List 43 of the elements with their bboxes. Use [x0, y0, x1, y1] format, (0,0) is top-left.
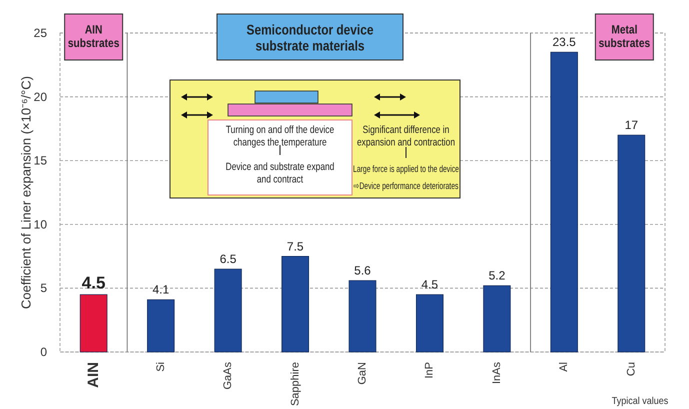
annotation: Turning on and off the device changes the temperature: [226, 124, 334, 149]
annotation: AIN substrates: [68, 24, 120, 50]
bar: [80, 294, 108, 352]
bar: [416, 294, 444, 352]
bar: [282, 256, 310, 352]
x-tick-label: Cu: [625, 362, 638, 376]
x-tick-label: GaAs: [222, 362, 234, 390]
data-label: 17: [624, 118, 638, 132]
y-tick-label: 20: [34, 90, 48, 104]
bar: [550, 52, 578, 352]
text: Typical values: [612, 396, 668, 408]
bar: [214, 268, 242, 352]
bar: [483, 285, 511, 352]
annotation: Device and substrate expand and contract: [226, 161, 334, 186]
x-tick-label: Si: [154, 362, 167, 372]
y-axis-title: Coefficient of Liner expansion (×10⁻⁶/°C): [18, 76, 34, 309]
data-label: 5.6: [354, 264, 372, 278]
x-tick-label: InAs: [490, 362, 503, 384]
bar: [147, 299, 175, 352]
data-label: 23.5: [552, 35, 576, 50]
y-tick-label: 5: [40, 281, 48, 296]
y-tick-label: 25: [34, 26, 48, 40]
annotation: ⇨Device performance deteriorates: [354, 180, 458, 192]
data-label: 4.1: [152, 282, 170, 297]
y-tick-label: 0: [40, 345, 48, 359]
x-tick-label: AIN: [85, 362, 102, 388]
bar: [348, 280, 376, 352]
x-tick-label: Sapphire: [289, 362, 302, 406]
data-label: 5.2: [488, 268, 506, 283]
x-tick-label: GaN: [356, 362, 368, 385]
x-tick-label: Al: [558, 362, 570, 372]
annotation: Large force is applied to the device: [353, 164, 460, 174]
bar: [618, 134, 646, 352]
data-label: 4.5: [82, 274, 106, 293]
data-label: 4.5: [421, 278, 438, 292]
annotation: Significant difference in expansion and contraction: [357, 124, 455, 149]
annotation: Metal substrates: [598, 24, 650, 50]
x-tick-label: InP: [424, 362, 436, 379]
y-tick-label: 10: [34, 217, 48, 232]
data-label: 6.5: [220, 252, 237, 266]
data-label: 7.5: [286, 239, 304, 254]
y-tick-label: 15: [34, 154, 48, 168]
annotation: Semiconductor device substrate materials: [246, 20, 374, 54]
